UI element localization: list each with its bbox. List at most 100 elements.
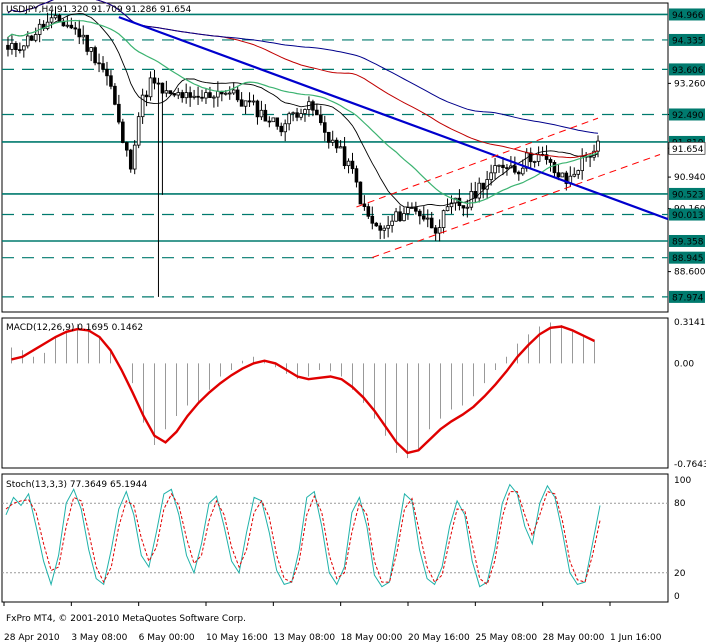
candle-body (10, 42, 14, 50)
candle-body (192, 95, 196, 98)
level-label: 93.606 (669, 63, 705, 76)
level-label: 92.490 (669, 108, 705, 121)
level-label-box (669, 8, 705, 21)
candle-body (362, 203, 367, 207)
macd-y-tick-label: 0.3141 (674, 318, 706, 328)
candle-body (49, 17, 54, 23)
candle-body (45, 21, 50, 29)
x-axis: 28 Apr 2010 3 May 08:00 6 May 00:00 10 May … (3, 602, 662, 643)
candle-body (330, 139, 335, 143)
candle-body (29, 35, 34, 41)
candle-body (77, 28, 82, 38)
candle-body (128, 149, 133, 170)
candle-body (263, 109, 268, 122)
stoch-y-tick-label: 20 (674, 569, 686, 579)
candle-body (449, 202, 454, 208)
candle-body (390, 220, 394, 226)
x-tick-label: 28 May 00:00 (543, 633, 605, 643)
candle-body (267, 120, 272, 123)
candle-body (536, 153, 541, 162)
candle-body (346, 160, 351, 167)
candle-body (342, 146, 347, 167)
candle-body (402, 213, 406, 222)
ma-fast-line (7, 13, 599, 208)
candle-body (544, 154, 549, 160)
candle-body (255, 100, 260, 118)
level-label-box (669, 187, 705, 200)
candle-body (196, 95, 200, 98)
candle-body (350, 160, 355, 170)
candle-body (493, 165, 497, 174)
candle-body (279, 125, 284, 133)
candle-body (505, 167, 509, 170)
level-label-box (669, 63, 705, 76)
macd-y-tick-label: 0.00 (674, 359, 694, 369)
candle-body (421, 215, 426, 220)
candle-body (315, 109, 319, 116)
candle-body (132, 144, 137, 170)
level-label-text: 93.606 (672, 66, 704, 76)
candle-body (319, 114, 323, 124)
level-label: 90.523 (669, 187, 705, 200)
x-tick-label: 6 May 00:00 (139, 633, 195, 643)
macd-panel-header: MACD(12,26,9) 0.1695 0.1462 (6, 323, 143, 333)
candle-body (172, 93, 177, 96)
candle-body (477, 182, 482, 199)
price-y-tick-label: 88.600 (674, 268, 706, 278)
candle-body (235, 89, 240, 101)
candle-body (465, 206, 470, 209)
candle-body (140, 94, 145, 118)
candle-body (14, 42, 18, 51)
candle-body (517, 171, 521, 175)
candle-body (528, 152, 533, 163)
candle-body (596, 140, 600, 152)
candle-body (354, 168, 359, 183)
candle-body (291, 112, 295, 115)
candle-body (6, 44, 10, 50)
macd-panel: 0.3141 0.00 -0.7643 (1, 317, 706, 470)
price-panel: 93.26092.49091.65490.94090.16088.60094.9… (1, 0, 706, 313)
candle-body (429, 217, 434, 229)
level-label: 90.013 (669, 208, 705, 221)
candle-body (160, 82, 165, 94)
level-label-text: 94.966 (672, 11, 704, 21)
candle-body (513, 165, 517, 173)
candle-body (501, 164, 505, 169)
candle-body (97, 62, 101, 65)
level-label: 88.945 (669, 251, 705, 264)
candle-body (295, 112, 299, 118)
macd-panel-frame (1, 317, 669, 469)
candle-body (398, 211, 402, 222)
candle-body (152, 77, 157, 84)
channel-lower-line (372, 153, 661, 258)
candle-body (188, 92, 192, 98)
stoch-panel-header: Stoch(13,3,3) 77.3649 65.1944 (6, 480, 147, 490)
candle-body (311, 101, 315, 111)
x-tick-label: 28 Apr 2010 (4, 633, 60, 643)
stoch-panel: 100 80 20 0 (1, 473, 691, 603)
stoch-y-tick-label: 80 (674, 499, 686, 509)
x-tick-label: 18 May 00:00 (341, 633, 403, 643)
candle-body (271, 117, 276, 123)
candle-body (445, 206, 450, 212)
candle-body (113, 85, 117, 105)
level-label-text: 94.335 (672, 36, 704, 46)
level-label-text: 92.490 (672, 111, 704, 121)
candle-body (81, 34, 86, 38)
level-label: 94.966 (669, 8, 705, 21)
x-tick-label: 25 May 08:00 (475, 633, 537, 643)
candle-body (556, 172, 561, 178)
candle-body (410, 207, 414, 209)
stoch-y-tick-label: 0 (674, 592, 680, 602)
candle-body (184, 92, 188, 99)
candle-body (65, 24, 70, 27)
candle-body (437, 227, 442, 234)
candle-body (461, 205, 466, 209)
candle-body (572, 173, 577, 177)
downtrend-line (118, 16, 669, 221)
candle-body (425, 217, 430, 220)
candle-body (481, 182, 485, 190)
candle-body (227, 92, 232, 95)
candle-body (497, 164, 501, 167)
